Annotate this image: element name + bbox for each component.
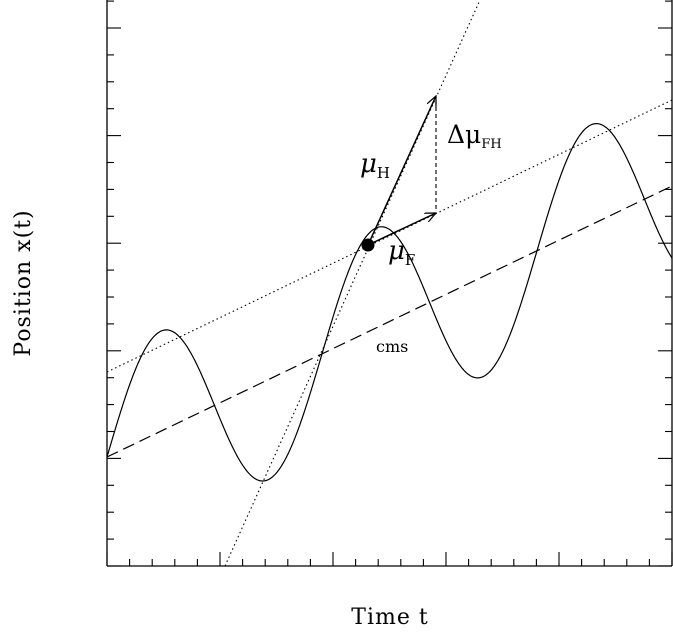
y-axis-label: Position x(t)	[11, 209, 36, 356]
axis-ticks	[107, 1, 672, 566]
reference-point	[362, 239, 375, 252]
mu-h-label: μH	[360, 149, 390, 182]
cms-label: cms	[376, 337, 408, 356]
delta-mu-fh-label: ΔμFH	[447, 120, 502, 152]
x-axis-label: Time t	[351, 605, 428, 630]
cms-dashed-line	[107, 186, 672, 457]
mu-f-label: μF	[388, 236, 415, 269]
